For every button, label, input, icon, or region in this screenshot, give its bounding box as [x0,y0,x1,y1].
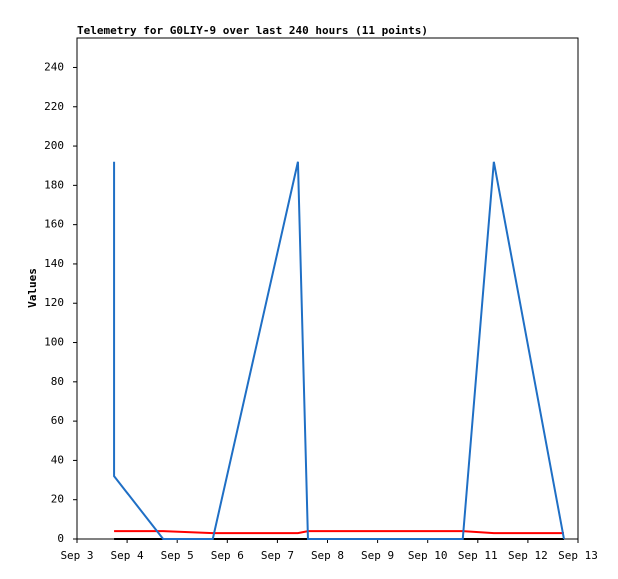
y-tick-label: 40 [51,453,64,466]
x-tick-label: Sep 8 [311,549,344,562]
x-tick-label: Sep 9 [361,549,394,562]
x-tick-label: Sep 12 [508,549,548,562]
x-tick-label: Sep 6 [211,549,244,562]
x-tick-label: Sep 7 [261,549,294,562]
y-tick-label: 140 [44,257,64,270]
y-tick-label: 200 [44,139,64,152]
series-line [114,530,564,535]
y-tick-label: 60 [51,414,64,427]
y-tick-label: 0 [57,532,64,545]
y-tick-label: 120 [44,296,64,309]
y-tick-label: 240 [44,60,64,73]
x-tick-label: Sep 13 [558,549,598,562]
x-tick-label: Sep 5 [161,549,194,562]
x-tick-label: Sep 11 [458,549,498,562]
x-tick-label: Sep 3 [60,549,93,562]
y-tick-label: 160 [44,218,64,231]
y-tick-label: 220 [44,100,64,113]
x-tick-label: Sep 10 [408,549,448,562]
y-axis-label: Values [26,268,39,308]
y-tick-label: 100 [44,336,64,349]
series-line [113,161,565,540]
x-tick-label: Sep 4 [111,549,144,562]
y-tick-label: 20 [51,493,64,506]
y-tick-label: 180 [44,178,64,191]
chart-title: Telemetry for G0LIY-9 over last 240 hour… [77,24,428,37]
y-tick-label: 80 [51,375,64,388]
